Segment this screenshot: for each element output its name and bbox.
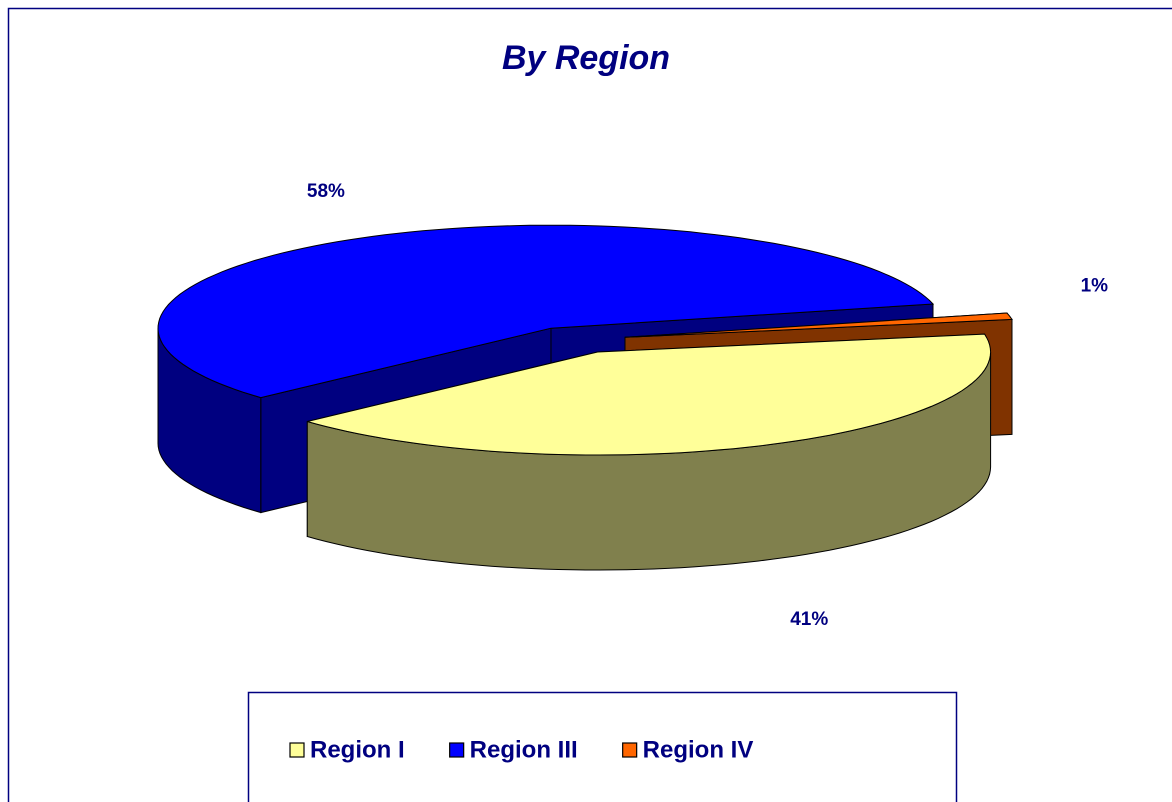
slice-top xyxy=(157,224,935,399)
legend: Region I Region III Region IV xyxy=(289,736,754,763)
slice-top xyxy=(307,333,992,456)
legend-box xyxy=(247,691,958,802)
data-label: 41% xyxy=(790,609,828,630)
legend-swatch xyxy=(449,742,465,758)
legend-swatch xyxy=(289,742,305,758)
data-label: 1% xyxy=(1081,276,1109,297)
legend-swatch xyxy=(622,742,638,758)
legend-label: Region III xyxy=(470,736,578,763)
pie: 41% 58% 1% xyxy=(157,181,1109,630)
pie-slice xyxy=(306,333,992,571)
data-label: 58% xyxy=(307,181,345,202)
chart-title: By Region xyxy=(502,39,670,77)
legend-label: Region I xyxy=(310,736,405,763)
legend-label: Region IV xyxy=(643,736,754,763)
slice-top xyxy=(624,312,1013,338)
